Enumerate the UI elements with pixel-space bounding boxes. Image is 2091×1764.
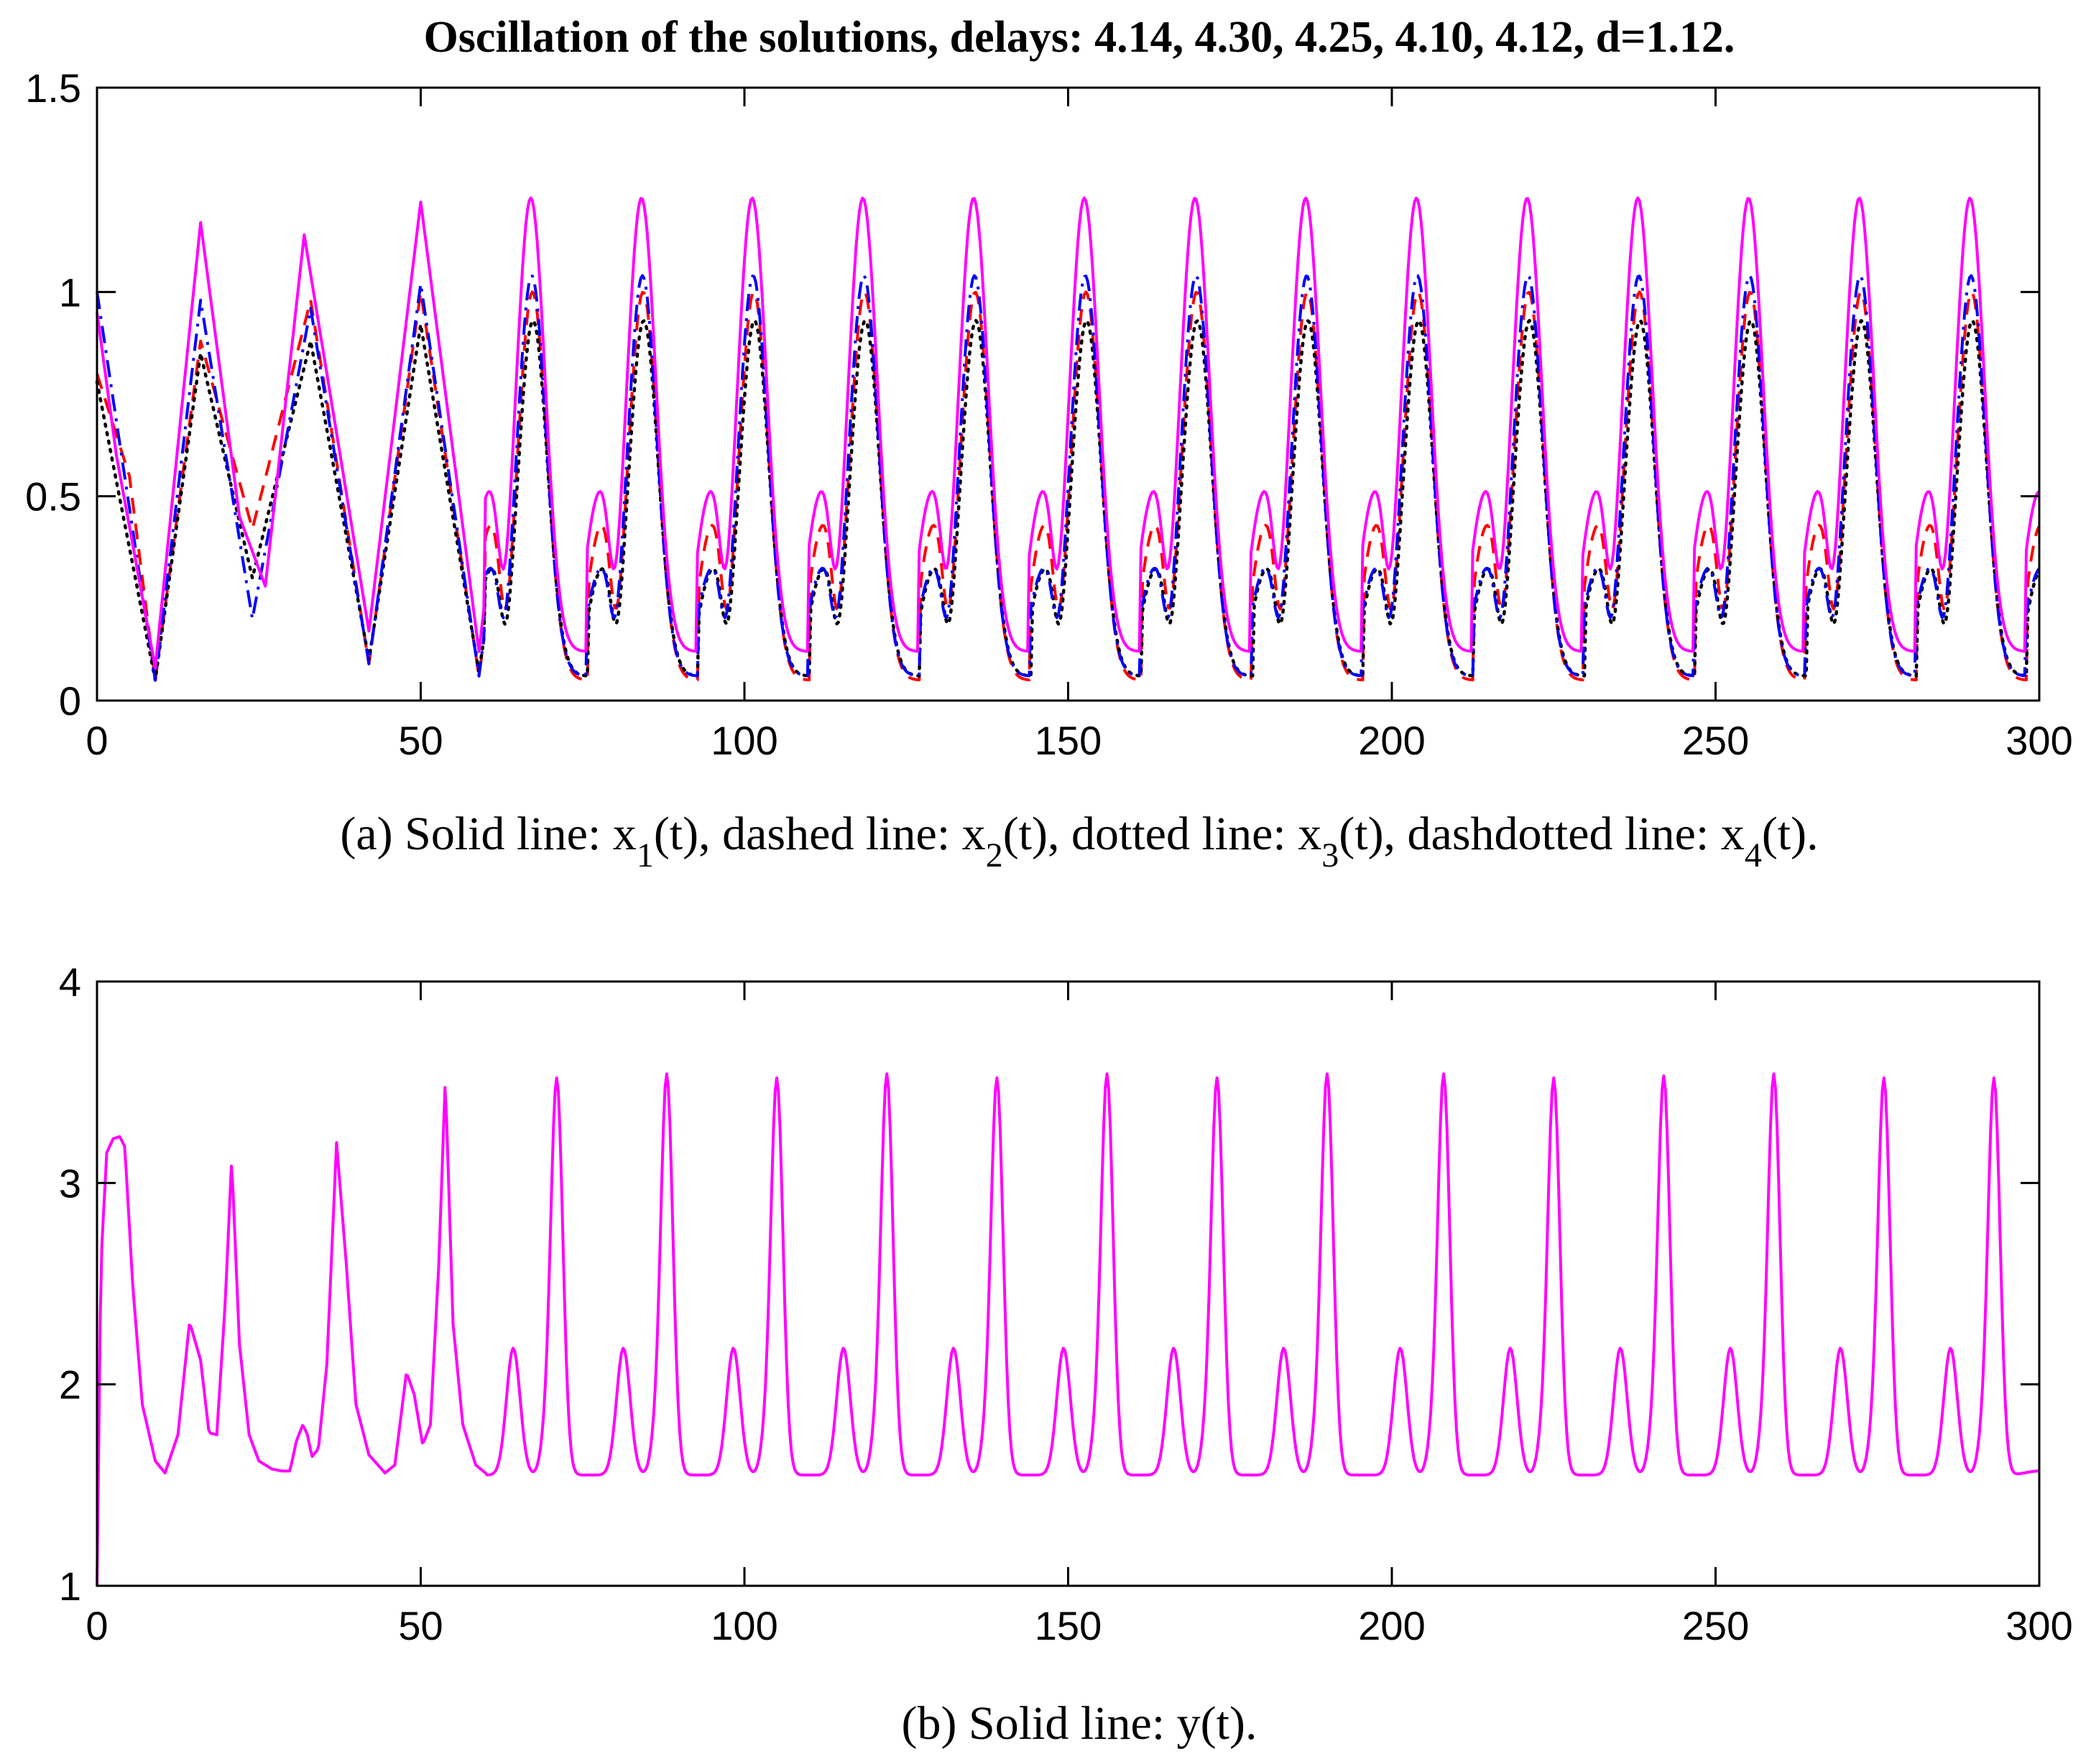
series-line-b-yt bbox=[96, 1072, 2040, 1587]
y-tick-label: 3 bbox=[59, 1160, 81, 1206]
y-tick-label: 1.5 bbox=[25, 65, 81, 111]
y-tick-label: 4 bbox=[59, 959, 81, 1005]
caption-a-text4: (t). bbox=[1762, 808, 1819, 860]
caption-a-text3: (t), dashdotted line: x bbox=[1339, 808, 1745, 860]
caption-a-sub3: 3 bbox=[1321, 836, 1339, 874]
chart-a-title: Oscillation of the solutions, delays: 4.… bbox=[424, 13, 1735, 62]
caption-a-text1: (t), dashed line: x bbox=[654, 808, 986, 860]
y-tick-label: 1 bbox=[59, 269, 81, 315]
x-tick-label: 100 bbox=[711, 718, 777, 763]
caption-a-text2: (t), dotted line: x bbox=[1003, 808, 1322, 860]
series-group-b bbox=[96, 1072, 2040, 1587]
x-tick-label: 100 bbox=[711, 1603, 777, 1648]
plot-area-b bbox=[97, 982, 2039, 1586]
x-tick-label: 250 bbox=[1682, 1603, 1749, 1648]
x-tick-label: 200 bbox=[1358, 1603, 1425, 1648]
x-tick-label: 250 bbox=[1682, 718, 1749, 763]
y-tick-label: 2 bbox=[59, 1362, 81, 1408]
chart-b-caption: (b) Solid line: y(t). bbox=[902, 1697, 1257, 1750]
chart-a-caption: (a) Solid line: x1(t), dashed line: x2(t… bbox=[340, 808, 1818, 874]
series-group-a bbox=[95, 196, 2041, 682]
x-tick-label: 200 bbox=[1358, 718, 1425, 763]
x-tick-label: 150 bbox=[1035, 1603, 1102, 1648]
series-line-a-x4t bbox=[96, 274, 2041, 682]
y-tick-label: 0 bbox=[59, 678, 81, 724]
x-tick-label: 0 bbox=[86, 718, 108, 763]
ticks-b: 0 50 100 150 200 250 300 1 2 3 4 bbox=[59, 959, 2073, 1648]
ticks-a: 0 50 100 150 200 250 300 0 0.5 1 1.5 bbox=[25, 65, 2073, 763]
x-tick-label: 50 bbox=[398, 1603, 443, 1648]
panel-b: 0 50 100 150 200 250 300 1 2 3 4 (b) Solid line: y… bbox=[59, 959, 2073, 1750]
caption-a-sub4: 4 bbox=[1745, 836, 1762, 874]
caption-a-lead: (a) Solid line: x bbox=[340, 808, 636, 860]
y-tick-label: 1 bbox=[59, 1564, 81, 1609]
x-tick-label: 300 bbox=[2005, 1603, 2072, 1648]
x-tick-label: 50 bbox=[398, 718, 443, 763]
y-tick-label: 0.5 bbox=[25, 474, 81, 519]
x-tick-label: 300 bbox=[2005, 718, 2072, 763]
x-tick-label: 150 bbox=[1035, 718, 1102, 763]
panel-a: 0 50 100 150 200 250 300 0 0.5 1 1.5 (a) Solid lin… bbox=[25, 65, 2073, 874]
caption-a-sub1: 1 bbox=[637, 836, 654, 874]
series-line-a-x1t bbox=[96, 196, 2041, 670]
caption-a-sub2: 2 bbox=[986, 836, 1003, 874]
x-tick-label: 0 bbox=[86, 1603, 108, 1648]
